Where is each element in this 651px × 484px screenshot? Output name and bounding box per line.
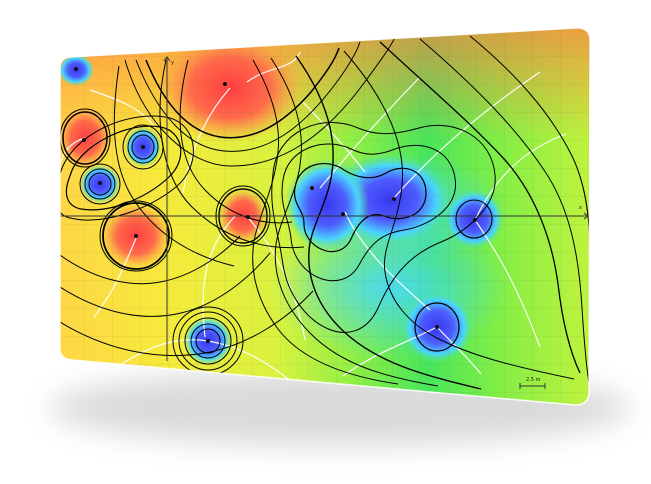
marker-top-center [223, 82, 227, 86]
card-border [59, 27, 591, 406]
scale-bar: 2.5 m [519, 377, 546, 389]
marker-bottom-left-blue [206, 339, 210, 343]
map-card: x y [59, 27, 591, 406]
marker-top-left [74, 67, 78, 71]
marker-center-blue-1 [310, 186, 314, 190]
marker-center-red [246, 215, 250, 219]
marker-bottom-right-blue [435, 325, 439, 329]
y-axis-arrow-icon [163, 56, 171, 62]
contours [60, 34, 590, 390]
marker-center-blue-2 [341, 212, 345, 216]
x-axis-label: x [579, 205, 582, 211]
streamlines [60, 51, 567, 383]
axes [60, 56, 589, 361]
markers [74, 67, 477, 343]
scale-bar-label: 2.5 m [526, 377, 541, 383]
x-axis-arrow-icon [583, 212, 589, 220]
marker-left-red-1 [82, 138, 86, 142]
marker-center-blue-3 [392, 197, 396, 201]
marker-right-blue [473, 218, 477, 222]
grid [60, 27, 590, 406]
marker-left-blue-2 [98, 181, 102, 185]
y-axis-label: y [171, 60, 174, 66]
marker-left-blue-1 [141, 145, 145, 149]
marker-left-red-2 [134, 234, 138, 238]
